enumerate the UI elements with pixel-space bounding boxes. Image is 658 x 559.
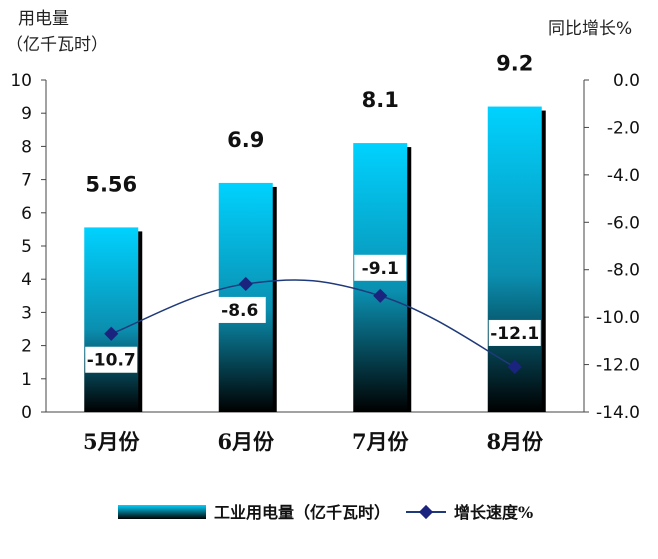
rate-value-label: -9.1 — [362, 259, 399, 279]
left-axis-ticks: 0 1 2 3 4 5 6 7 8 9 10 — [10, 71, 46, 423]
right-tick-label: -8.0 — [607, 261, 640, 281]
left-tick-label: 7 — [21, 171, 32, 191]
line-marker — [507, 359, 522, 375]
rate-value-label: -10.7 — [87, 351, 136, 371]
right-axis-ticks: 0.0 -2.0 -4.0 -6.0 -8.0 -10.0 -12.0 -14.0 — [584, 71, 640, 423]
line-marker — [104, 326, 119, 341]
category-label: 7月份 — [352, 429, 410, 454]
left-tick-label: 2 — [21, 337, 32, 357]
left-tick-label: 3 — [21, 303, 32, 323]
right-tick-label: -10.0 — [596, 308, 640, 328]
right-tick-label: -6.0 — [607, 213, 640, 233]
bar-1 — [84, 227, 139, 412]
left-axis-title-line2: （亿千瓦时） — [6, 35, 108, 55]
right-axis-title: 同比增长% — [548, 19, 632, 39]
growth-line — [110, 279, 516, 368]
category-label: 8月份 — [486, 429, 544, 454]
left-tick-label: 1 — [21, 370, 32, 390]
rate-label-box — [488, 319, 541, 346]
left-axis-title-line1: 用电量 — [18, 9, 69, 29]
bar-value-label: 9.2 — [496, 52, 533, 76]
line-marker — [373, 288, 388, 303]
right-tick-label: -12.0 — [596, 356, 640, 376]
right-tick-label: -2.0 — [607, 118, 640, 138]
bar-value-label: 5.56 — [85, 172, 137, 196]
left-tick-label: 4 — [21, 270, 32, 290]
category-label: 6月份 — [217, 429, 275, 454]
legend-line-label: 增长速度% — [454, 503, 533, 522]
growth-line-series: -10.7 -8.6 -9.1 -12.1 — [85, 254, 541, 375]
bar-value-label: 8.1 — [362, 88, 399, 112]
rate-label-box — [85, 346, 138, 373]
right-tick-label: 0.0 — [613, 71, 640, 91]
rate-value-label: -8.6 — [221, 301, 258, 321]
left-tick-label: 8 — [21, 137, 32, 157]
line-marker — [238, 276, 253, 292]
left-tick-label: 9 — [21, 104, 32, 124]
legend-bar-swatch — [118, 505, 206, 519]
category-labels: 5月份 6月份 7月份 8月份 — [83, 429, 544, 454]
rate-label-box — [213, 296, 266, 323]
legend-diamond-icon — [418, 504, 434, 520]
legend-bar-label: 工业用电量（亿千瓦时） — [214, 503, 390, 522]
rate-value-label: -12.1 — [490, 324, 539, 344]
legend: 工业用电量（亿千瓦时） 增长速度% — [118, 503, 533, 522]
left-tick-label: 10 — [10, 71, 32, 91]
category-label: 5月份 — [83, 429, 141, 454]
bar-series: 5.56 6.9 8.1 9.2 — [84, 52, 546, 412]
rate-label-box — [354, 254, 407, 281]
left-tick-label: 0 — [21, 403, 32, 423]
left-tick-label: 6 — [21, 204, 32, 224]
left-tick-label: 5 — [21, 237, 32, 257]
bar-value-label: 6.9 — [227, 128, 264, 152]
right-tick-label: -14.0 — [596, 403, 640, 423]
right-tick-label: -4.0 — [607, 166, 640, 186]
